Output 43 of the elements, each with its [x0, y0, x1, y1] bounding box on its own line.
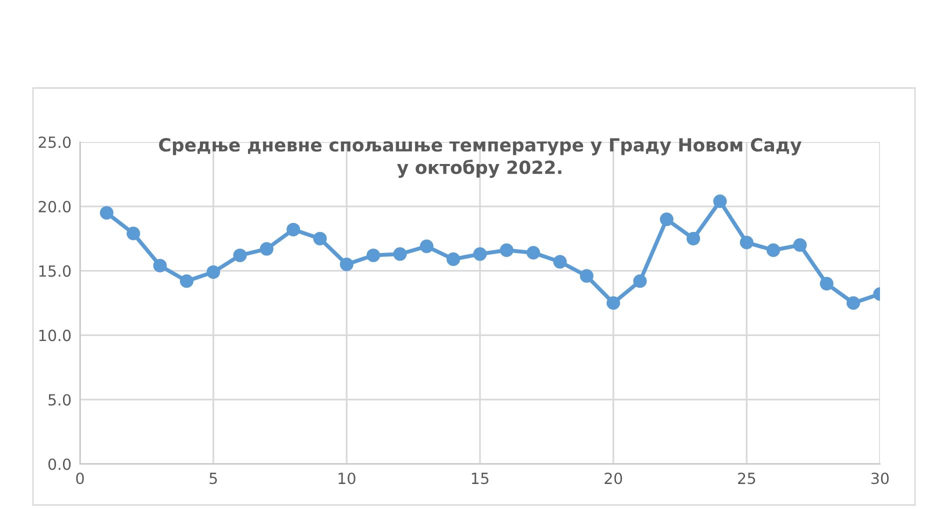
point	[793, 238, 807, 252]
y-tick-label: 0.0	[48, 458, 71, 470]
x-tick-label: 25	[738, 472, 756, 484]
point	[580, 269, 594, 283]
y-tick-label: 20.0	[38, 200, 71, 212]
point	[740, 236, 754, 250]
x-tick-label: 20	[604, 472, 622, 484]
point	[126, 226, 140, 240]
x-tick-label: 10	[338, 472, 356, 484]
y-tick-label: 5.0	[48, 394, 71, 406]
point	[180, 274, 194, 288]
x-tick-label: 5	[210, 472, 217, 484]
point	[100, 206, 114, 220]
x-tick-label: 0	[76, 472, 84, 484]
point	[153, 258, 167, 272]
y-tick-label: 15.0	[39, 265, 71, 277]
point	[660, 212, 674, 226]
point	[846, 296, 860, 310]
point	[820, 276, 834, 290]
point	[446, 252, 460, 266]
point	[340, 258, 354, 272]
point	[420, 240, 434, 254]
point	[366, 248, 380, 262]
point	[526, 246, 540, 260]
point	[206, 265, 220, 279]
point	[553, 255, 567, 269]
point	[473, 247, 487, 261]
point	[393, 247, 407, 261]
point	[500, 243, 514, 257]
point	[686, 232, 700, 246]
y-tick-label: 25.0	[38, 136, 71, 148]
point	[260, 242, 274, 256]
point	[713, 194, 727, 208]
point	[233, 248, 247, 262]
point	[606, 296, 620, 310]
x-tick-label: 30	[871, 472, 889, 484]
point	[633, 274, 647, 288]
x-tick-label: 15	[472, 472, 488, 484]
y-tick-label: 10.0	[39, 330, 71, 342]
chart-title: Средње дневне спољашње температуре у Граду Новом Саду у октобру 2022.	[159, 138, 802, 178]
point	[286, 222, 300, 236]
point	[313, 232, 327, 246]
point	[766, 243, 780, 257]
